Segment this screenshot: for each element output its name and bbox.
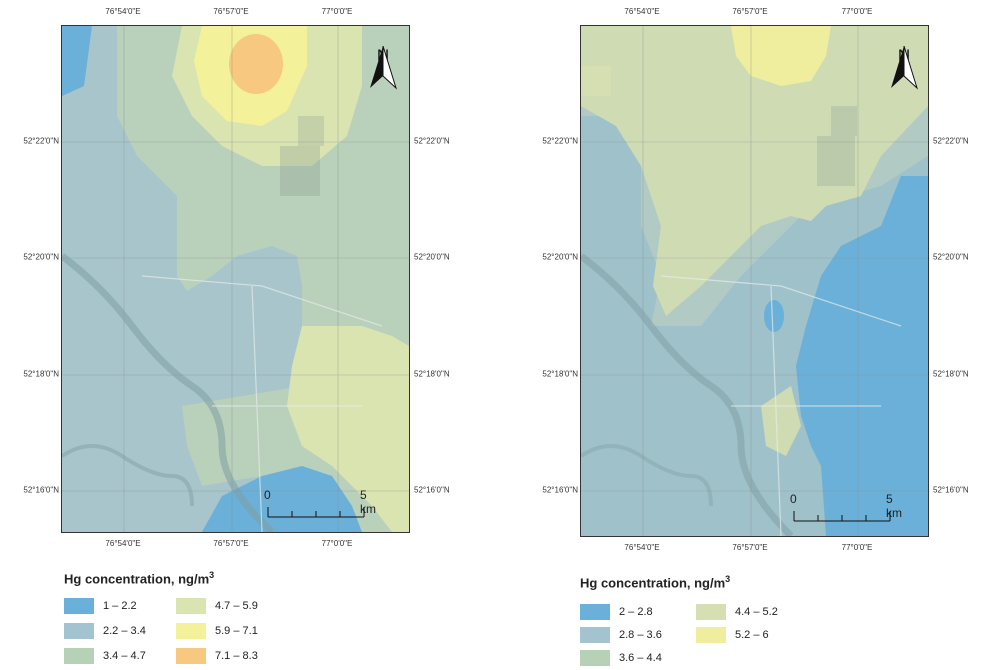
legend-swatch bbox=[696, 604, 726, 620]
lat-label-right-3: 52°18'0"N bbox=[414, 369, 450, 379]
zone-5.2-6 bbox=[731, 26, 831, 86]
zone-1-2.2-south bbox=[202, 466, 362, 532]
north-arrow-icon bbox=[370, 46, 398, 90]
legend-item: 7.1 – 8.3 bbox=[176, 648, 258, 664]
left-concentration-map bbox=[62, 26, 409, 532]
urban-block bbox=[280, 146, 320, 196]
zone-4.7-5.9-east bbox=[287, 326, 409, 532]
lon-label-top-1: 76°54'0"E bbox=[624, 7, 660, 16]
lat-label-right-4: 52°16'0"N bbox=[414, 485, 450, 495]
legend-swatch bbox=[176, 598, 206, 614]
legend-swatch bbox=[64, 623, 94, 639]
lon-label-bottom-3: 77°0'0"E bbox=[841, 543, 873, 552]
lon-label-top-3: 77°0'0"E bbox=[841, 7, 873, 16]
right-concentration-map bbox=[581, 26, 928, 536]
river bbox=[62, 253, 275, 532]
roads bbox=[660, 275, 902, 536]
zone-4.4-5.2-north bbox=[581, 26, 928, 316]
right-map-frame: N 0 5 km bbox=[580, 25, 929, 537]
graticule bbox=[62, 26, 409, 532]
legend-swatch bbox=[580, 650, 610, 666]
lat-label-right-1: 52°22'0"N bbox=[933, 136, 969, 146]
lon-label-top-2: 76°57'0"E bbox=[732, 7, 768, 16]
legend-item: 2.8 – 3.6 bbox=[580, 627, 662, 643]
river-branch bbox=[581, 444, 713, 507]
legend-item: 2 – 2.8 bbox=[580, 604, 653, 620]
river-branch bbox=[62, 444, 194, 507]
legend-swatch bbox=[176, 623, 206, 639]
legend-title: Hg concentration, ng/m3 bbox=[64, 570, 215, 587]
zone-4.4-5.2-south bbox=[761, 386, 801, 456]
legend-item: 1 – 2.2 bbox=[64, 598, 137, 614]
lon-label-top-2: 76°57'0"E bbox=[213, 7, 249, 16]
north-arrow: N bbox=[368, 46, 398, 90]
lat-label-left-2: 52°20'0"N bbox=[23, 252, 59, 262]
legend-swatch bbox=[176, 648, 206, 664]
graticule bbox=[581, 26, 928, 536]
scale-bar-graphic bbox=[267, 507, 365, 518]
lat-label-left-4: 52°16'0"N bbox=[23, 485, 59, 495]
legend-swatch bbox=[64, 648, 94, 664]
lat-label-right-3: 52°18'0"N bbox=[933, 369, 969, 379]
legend-swatch bbox=[64, 598, 94, 614]
scale-bar-graphic bbox=[793, 511, 891, 522]
left-map-frame: N 0 5 km bbox=[61, 25, 410, 533]
legend-item: 5.2 – 6 bbox=[696, 627, 769, 643]
lat-label-left-1: 52°22'0"N bbox=[542, 136, 578, 146]
lon-label-bottom-1: 76°54'0"E bbox=[105, 539, 141, 548]
lon-label-top-3: 77°0'0"E bbox=[321, 7, 353, 16]
legend-item: 4.4 – 5.2 bbox=[696, 604, 778, 620]
right-map-panel: 76°54'0"E 76°57'0"E 77°0'0"E 52°22'0"N 5… bbox=[505, 0, 985, 670]
lon-label-bottom-2: 76°57'0"E bbox=[213, 539, 249, 548]
legend-title: Hg concentration, ng/m3 bbox=[580, 574, 731, 591]
legend-item: 3.4 – 4.7 bbox=[64, 648, 146, 664]
lat-label-right-2: 52°20'0"N bbox=[933, 252, 969, 262]
zone-7.1-8.3 bbox=[229, 34, 283, 94]
scale-start-label: 0 bbox=[264, 488, 271, 502]
lon-label-bottom-2: 76°57'0"E bbox=[732, 543, 768, 552]
urban-block bbox=[831, 106, 857, 136]
scale-bar: 0 5 km bbox=[262, 488, 382, 522]
roads bbox=[141, 275, 383, 532]
lon-label-bottom-3: 77°0'0"E bbox=[321, 539, 353, 548]
lat-label-left-3: 52°18'0"N bbox=[542, 369, 578, 379]
legend-swatch bbox=[580, 627, 610, 643]
lat-label-right-4: 52°16'0"N bbox=[933, 485, 969, 495]
lat-label-right-2: 52°20'0"N bbox=[414, 252, 450, 262]
urban-block bbox=[298, 116, 324, 146]
legend-item: 4.7 – 5.9 bbox=[176, 598, 258, 614]
north-arrow-icon bbox=[891, 46, 919, 90]
zone-4.4-5.2-west bbox=[581, 66, 611, 96]
lat-label-left-3: 52°18'0"N bbox=[23, 369, 59, 379]
legend-item: 2.2 – 3.4 bbox=[64, 623, 146, 639]
north-arrow: N bbox=[889, 46, 919, 90]
scale-start-label: 0 bbox=[790, 492, 797, 506]
left-map-panel: 76°54'0"E 76°57'0"E 77°0'0"E 52°22'0"N 5… bbox=[0, 0, 480, 670]
legend-swatch bbox=[696, 627, 726, 643]
lat-label-left-1: 52°22'0"N bbox=[23, 136, 59, 146]
urban-block bbox=[817, 136, 855, 186]
legend-swatch bbox=[580, 604, 610, 620]
river bbox=[581, 253, 794, 536]
legend-item: 3.6 – 4.4 bbox=[580, 650, 662, 666]
lat-label-right-1: 52°22'0"N bbox=[414, 136, 450, 146]
lat-label-left-4: 52°16'0"N bbox=[542, 485, 578, 495]
zone-1-2.2-west bbox=[62, 26, 92, 96]
zone-2-2.8-island bbox=[764, 300, 784, 332]
lon-label-top-1: 76°54'0"E bbox=[105, 7, 141, 16]
lon-label-bottom-1: 76°54'0"E bbox=[624, 543, 660, 552]
zone-2-2.8-east bbox=[796, 176, 928, 536]
lat-label-left-2: 52°20'0"N bbox=[542, 252, 578, 262]
scale-bar: 0 5 km bbox=[788, 492, 908, 526]
legend-item: 5.9 – 7.1 bbox=[176, 623, 258, 639]
